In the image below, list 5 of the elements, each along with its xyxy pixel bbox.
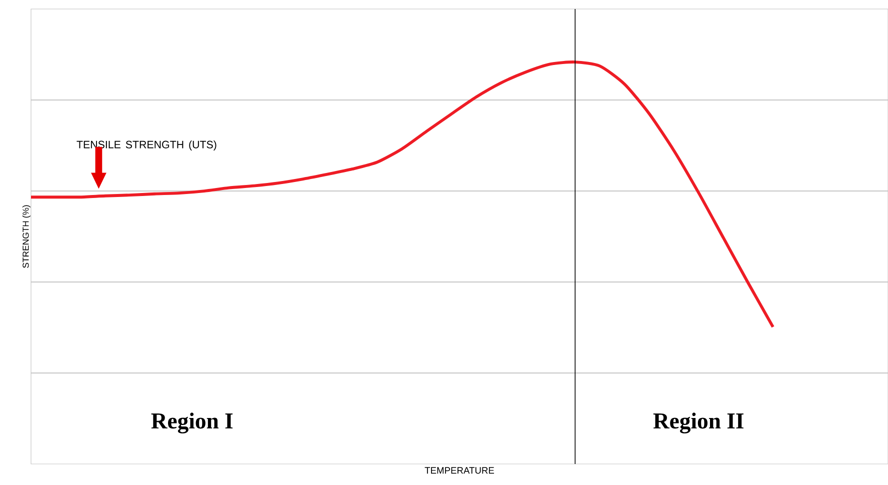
annotation: Region I (151, 412, 233, 434)
annotation: TENSILE STRENGTH (UTS) (76, 140, 216, 150)
x-axis-title: TEMPERATURE (424, 467, 494, 474)
annotation: Region II (653, 412, 744, 434)
y-axis-title: STRENGTH (%) (22, 205, 30, 268)
